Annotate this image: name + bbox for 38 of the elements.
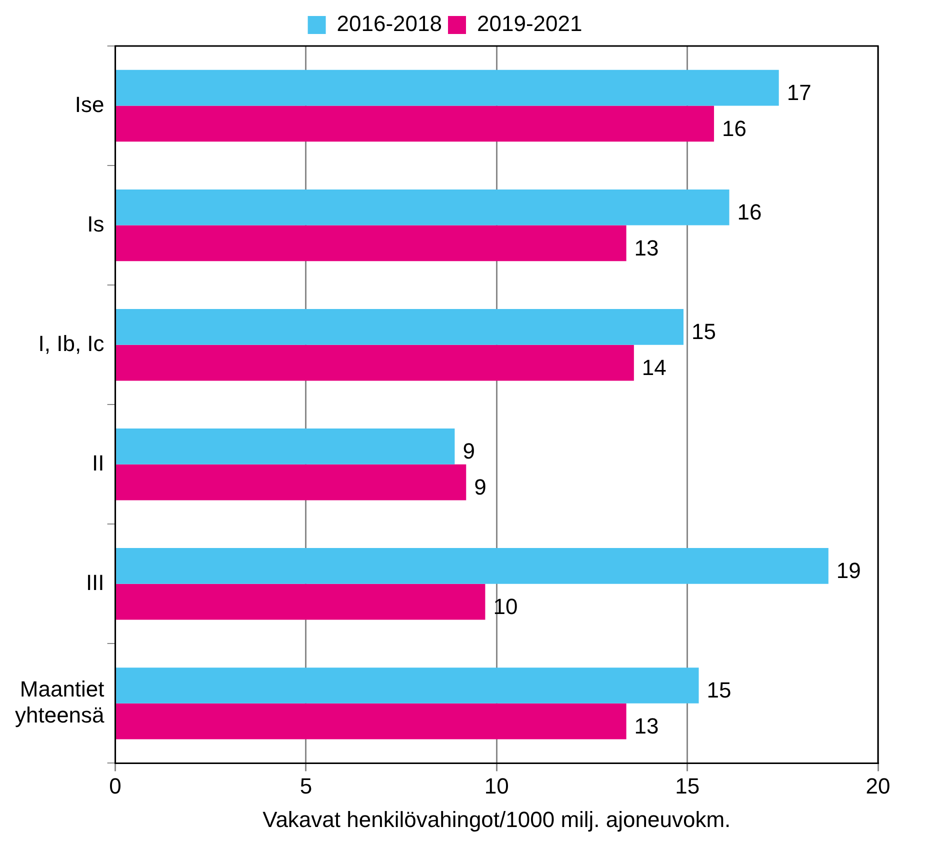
y-tick-label: I, Ib, Ic <box>38 330 104 356</box>
data-label: 13 <box>634 713 659 738</box>
y-tick-label: Ise <box>74 92 104 117</box>
data-label: 9 <box>474 474 486 500</box>
data-label: 14 <box>642 354 666 380</box>
data-label: 19 <box>836 558 861 584</box>
data-label: 16 <box>737 199 762 224</box>
data-label: 17 <box>786 80 812 105</box>
y-tick-label: III <box>86 570 104 595</box>
bar <box>116 668 699 704</box>
bar <box>116 70 779 106</box>
y-tick-label: Is <box>87 211 104 236</box>
x-axis-title: Vakavat henkilövahingot/1000 milj. ajoneuvokm. <box>262 806 731 832</box>
data-label: 16 <box>722 116 746 141</box>
legend-label: 2019-2021 <box>477 11 582 36</box>
data-label: 15 <box>692 318 716 344</box>
bar <box>116 225 626 262</box>
bar <box>116 548 828 584</box>
x-tick-label: 0 <box>109 773 122 798</box>
bar <box>116 106 714 142</box>
bar <box>116 464 466 500</box>
y-tick-label: II <box>92 450 104 476</box>
data-label: 10 <box>493 594 518 619</box>
data-label: 15 <box>706 678 732 703</box>
bar <box>116 703 626 740</box>
x-tick-label: 10 <box>484 773 509 798</box>
x-tick-label: 15 <box>675 773 700 798</box>
legend-label: 2016-2018 <box>336 11 442 36</box>
bar <box>116 428 455 464</box>
bar <box>116 189 730 226</box>
data-label: 13 <box>634 235 659 260</box>
y-tick-label: Maantiet yhteensä <box>14 676 106 728</box>
bar <box>116 584 486 620</box>
data-label: 9 <box>462 438 475 464</box>
bar <box>116 344 634 381</box>
x-tick-label: 20 <box>866 773 890 798</box>
bar <box>116 308 684 345</box>
x-tick-label: 5 <box>300 773 312 798</box>
